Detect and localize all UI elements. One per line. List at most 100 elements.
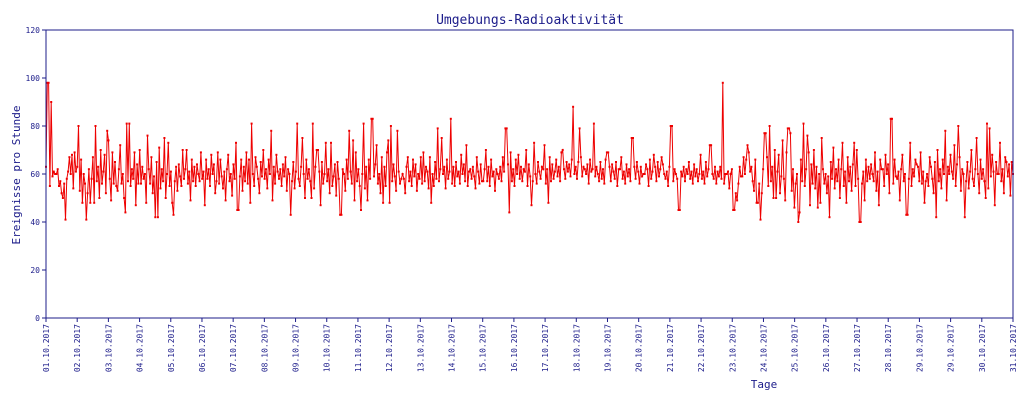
data-point [147, 168, 150, 171]
data-point [285, 189, 288, 192]
data-point [232, 163, 235, 166]
data-point [422, 151, 425, 154]
data-point [983, 180, 986, 183]
data-point [369, 177, 372, 180]
x-tick-label: 14.10.2017 [448, 324, 457, 372]
data-point [728, 187, 731, 190]
data-point [587, 182, 590, 185]
data-point [196, 163, 198, 166]
data-point [119, 144, 122, 147]
data-point [508, 211, 511, 214]
x-tick-label: 23.10.2017 [728, 324, 737, 372]
data-point [516, 173, 519, 175]
data-point [527, 163, 530, 166]
data-point [514, 158, 517, 161]
data-point [622, 170, 625, 173]
data-point [724, 173, 727, 175]
data-point [690, 170, 693, 173]
data-point [607, 151, 610, 154]
data-point [605, 151, 608, 154]
data-point [141, 165, 144, 168]
data-point [871, 173, 874, 175]
data-point [339, 213, 342, 216]
data-point [350, 182, 353, 185]
data-point [101, 182, 103, 185]
data-point [836, 180, 839, 183]
data-point [980, 177, 983, 180]
data-point [993, 204, 996, 207]
data-point [279, 168, 282, 171]
data-point [130, 168, 133, 171]
data-point [833, 187, 836, 190]
data-point [479, 163, 482, 166]
data-point [633, 165, 636, 168]
x-tick-label: 08.10.2017 [260, 324, 269, 372]
data-point [180, 185, 183, 187]
data-point [620, 156, 623, 159]
data-point [383, 165, 386, 168]
data-point [117, 168, 120, 171]
data-point [857, 177, 860, 180]
data-point [959, 189, 962, 192]
data-point [684, 180, 686, 183]
x-tick-label: 18.10.2017 [572, 324, 581, 372]
data-point [849, 165, 852, 168]
data-point [648, 158, 651, 161]
data-point [267, 158, 270, 161]
data-point [853, 141, 856, 144]
data-point [937, 180, 940, 183]
data-point [547, 201, 550, 204]
x-tick-label: 27.10.2017 [853, 324, 862, 372]
data-point [829, 161, 832, 163]
data-point [242, 165, 245, 168]
data-point [402, 177, 405, 180]
data-point [272, 165, 275, 168]
data-point [482, 180, 485, 183]
data-point [727, 170, 729, 173]
data-point [694, 175, 697, 178]
data-point [245, 151, 248, 154]
data-point [278, 177, 280, 180]
data-point [358, 185, 361, 187]
data-point [583, 168, 586, 171]
data-point [866, 180, 869, 183]
data-point [599, 161, 602, 163]
data-point [904, 173, 906, 175]
data-point [889, 117, 892, 120]
data-point [986, 122, 988, 125]
data-point [404, 192, 407, 195]
data-point [395, 189, 398, 192]
data-point [918, 180, 921, 183]
data-point [231, 194, 234, 197]
data-point [595, 165, 598, 168]
data-point [301, 137, 304, 139]
data-point [442, 173, 444, 175]
data-point [291, 180, 293, 183]
data-point [469, 168, 472, 171]
data-point [613, 177, 616, 180]
data-point [414, 163, 417, 166]
data-point [973, 185, 975, 187]
data-point [845, 201, 848, 204]
data-point [499, 165, 502, 168]
data-point [318, 170, 321, 173]
data-point [98, 197, 101, 199]
data-point [624, 182, 627, 185]
data-point [734, 192, 737, 195]
data-point [328, 192, 331, 195]
data-point [769, 180, 772, 183]
data-point [443, 165, 446, 168]
data-point [460, 153, 463, 156]
data-point [759, 218, 762, 221]
data-point [785, 151, 788, 154]
data-point [65, 177, 68, 180]
data-point [697, 180, 699, 183]
data-point [149, 182, 152, 185]
data-point [50, 101, 53, 103]
data-point [870, 163, 873, 166]
data-point [700, 177, 703, 180]
data-point [915, 163, 918, 166]
data-point [628, 168, 631, 171]
y-tick-label: 20 [30, 266, 40, 275]
data-point [108, 177, 111, 180]
